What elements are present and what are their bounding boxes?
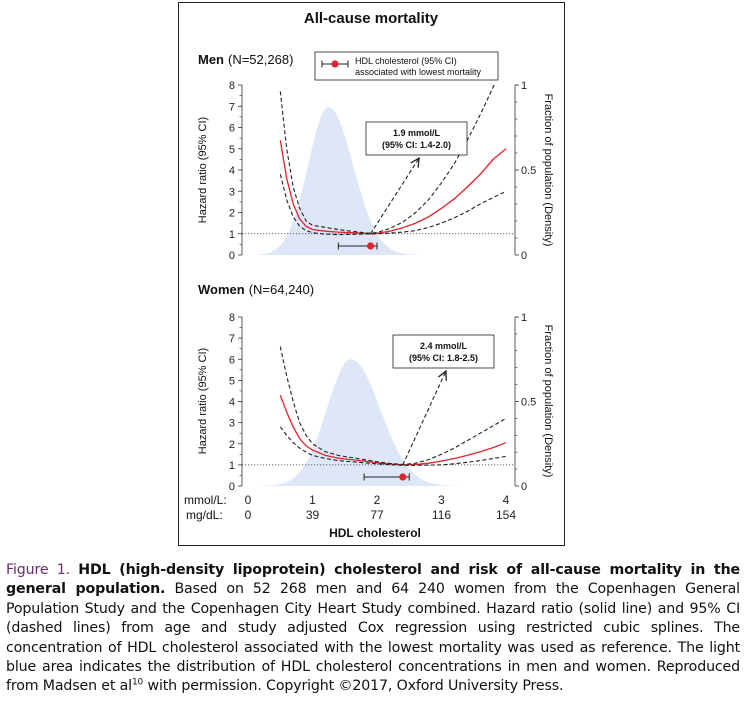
chart: All-cause mortality Men (N=52,268) HDL ch… xyxy=(184,10,554,540)
men-y-tick-label-8: 8 xyxy=(229,80,235,92)
women-y-tick-label-4: 4 xyxy=(229,397,235,409)
men-y-tick-label-0: 0 xyxy=(229,250,235,262)
x-unit-mgdl-label: mg/dL: xyxy=(186,508,223,522)
women-y-right-tick-label-0: 0 xyxy=(521,481,527,493)
women-y-tick-label-3: 3 xyxy=(229,418,235,430)
men-y-tick-label-1: 1 xyxy=(229,229,235,241)
x-tick-mmol-2: 2 xyxy=(374,493,381,507)
women-y-tick-label-7: 7 xyxy=(229,333,235,345)
legend-box xyxy=(314,51,499,81)
women-annotation: 2.4 mmol/L (95% CI: 1.8-2.5) xyxy=(392,334,495,369)
x-tick-mgdl-154: 154 xyxy=(496,508,516,522)
women-nadir-arrow xyxy=(402,372,446,466)
legend: HDL cholesterol (95% CI) associated with… xyxy=(314,51,499,81)
women-annotation-line1: 2.4 mmol/L xyxy=(420,341,468,351)
women-y-tick-label-6: 6 xyxy=(229,354,235,366)
men-label: Men xyxy=(198,52,224,67)
women-y-tick-label-0: 0 xyxy=(229,481,235,493)
women-y-tick-label-1: 1 xyxy=(229,460,235,472)
men-density-area xyxy=(257,107,481,255)
caption-reference[interactable]: 10 xyxy=(131,677,144,688)
x-tick-mgdl-77: 77 xyxy=(370,508,384,522)
women-ylabel-right: Fraction of population (Density) xyxy=(542,325,554,478)
men-plot-area: 0 1 2 3 4 5 6 7 8 0 0.5 1 xyxy=(229,80,536,262)
legend-line1: HDL cholesterol (95% CI) xyxy=(355,56,457,66)
women-y-right-tick-label-1: 1 xyxy=(521,312,527,324)
women-y-tick-label-8: 8 xyxy=(229,312,235,324)
caption-title: HDL (high-density lipoprotein) cholester… xyxy=(6,562,740,598)
women-panel: Women (N=64,240) 0 1 2 3 4 5 6 7 8 0 0.5 1 Hazard ra… xyxy=(197,282,554,493)
men-annotation: 1.9 mmol/L (95% CI: 1.4-2.0) xyxy=(365,121,468,156)
women-annotation-line2: (95% CI: 1.8-2.5) xyxy=(409,353,478,363)
women-y-tick-label-2: 2 xyxy=(229,439,235,451)
men-95-ci-lower-line xyxy=(279,174,507,236)
women-nadir-marker xyxy=(399,473,407,481)
chart-title: All-cause mortality xyxy=(304,10,439,27)
x-tick-mgdl-116: 116 xyxy=(432,508,451,522)
women-label: Women xyxy=(198,282,245,297)
men-annotation-box xyxy=(365,121,468,156)
women-density-area xyxy=(257,359,481,486)
women-y-right-tick-label-0.5: 0.5 xyxy=(521,397,536,409)
figure-caption: Figure 1. HDL (high-density lipoprotein)… xyxy=(6,561,740,697)
caption-label: Figure 1. xyxy=(6,562,70,578)
men-ylabel-left: Hazard ratio (95% CI) xyxy=(197,117,209,223)
men-y-right-tick-label-0.5: 0.5 xyxy=(521,165,536,177)
men-y-tick-label-7: 7 xyxy=(229,101,235,113)
men-y-tick-label-2: 2 xyxy=(229,208,235,220)
women-annotation-box xyxy=(392,334,495,369)
x-tick-mgdl-0: 0 xyxy=(245,508,252,522)
men-panel-label: Men (N=52,268) xyxy=(198,52,293,67)
caption-body: Based on 52 268 men and 64 240 women fro… xyxy=(6,581,740,695)
men-annotation-line2: (95% CI: 1.4-2.0) xyxy=(382,140,451,150)
men-y-tick-label-4: 4 xyxy=(229,165,235,177)
x-tick-mmol-1: 1 xyxy=(309,493,316,507)
men-y-tick-label-6: 6 xyxy=(229,123,235,135)
men-panel: Men (N=52,268) HDL cholesterol (95% CI) a… xyxy=(197,51,554,262)
men-y-tick-label-5: 5 xyxy=(229,144,235,156)
men-nadir-marker xyxy=(366,242,375,250)
men-annotation-line1: 1.9 mmol/L xyxy=(393,128,441,138)
x-tick-mmol-0: 0 xyxy=(245,493,252,507)
legend-marker xyxy=(331,60,339,68)
caption-body-end: with permission. Copyright ©2017, Oxford… xyxy=(143,678,564,695)
men-y-right-tick-label-1: 1 xyxy=(521,80,527,92)
women-panel-label: Women (N=64,240) xyxy=(198,282,314,297)
men-ylabel-right: Fraction of population (Density) xyxy=(542,94,554,247)
men-y-tick-label-3: 3 xyxy=(229,186,235,198)
x-tick-mmol-4: 4 xyxy=(503,493,510,507)
x-unit-mmol-label: mmol/L: xyxy=(184,493,227,507)
women-ylabel-left: Hazard ratio (95% CI) xyxy=(197,348,209,454)
men-y-right-tick-label-0: 0 xyxy=(521,250,527,262)
women-n: (N=64,240) xyxy=(249,282,314,297)
men-n: (N=52,268) xyxy=(228,52,293,67)
women-y-tick-label-5: 5 xyxy=(229,375,235,387)
x-tick-mmol-3: 3 xyxy=(438,493,445,507)
men-nadir-arrow xyxy=(370,159,419,235)
legend-line2: associated with lowest mortality xyxy=(355,67,482,77)
women-plot-area: 0 1 2 3 4 5 6 7 8 0 0.5 1 xyxy=(229,312,536,493)
women-95-ci-upper-line xyxy=(279,346,507,466)
x-axis-title: HDL cholesterol xyxy=(329,526,421,540)
women-hazard-ratio-line xyxy=(279,394,507,466)
x-tick-mgdl-39: 39 xyxy=(306,508,320,522)
x-axis-labels: mmol/L: mg/dL: HDL cholesterol 00 139 277 3… xyxy=(184,493,516,540)
